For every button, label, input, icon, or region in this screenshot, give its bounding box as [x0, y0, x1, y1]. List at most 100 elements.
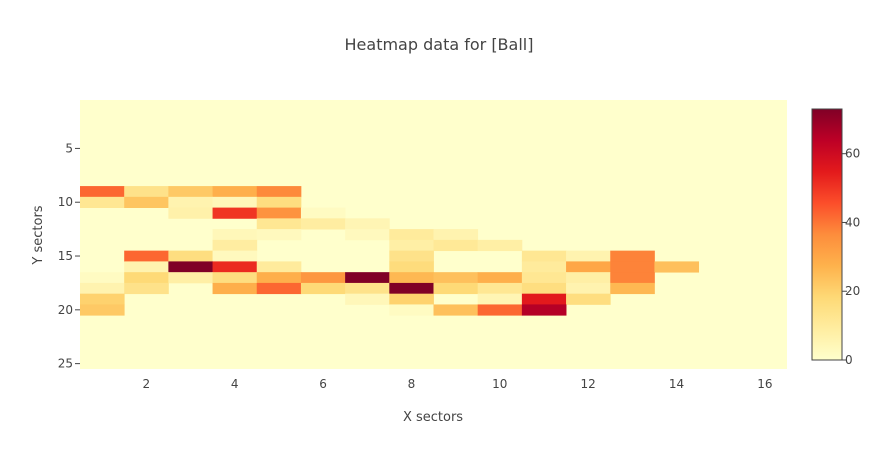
x-tick-label: 10	[492, 377, 507, 391]
heatmap-cell	[212, 272, 258, 284]
heatmap-cell	[256, 261, 302, 273]
heatmap-cell	[212, 239, 258, 252]
heatmap-cell	[256, 196, 302, 208]
heatmap-cell	[168, 207, 213, 219]
y-tick-label: 5	[65, 141, 73, 155]
colorbar-tick-label: 60	[845, 147, 860, 161]
colorbar-tick-label: 40	[845, 215, 860, 229]
colorbar-gradient	[811, 108, 843, 361]
heatmap-cell	[124, 250, 169, 262]
heatmap-cell	[389, 250, 434, 262]
heatmap-cell	[256, 186, 302, 198]
heatmap-cell	[256, 207, 302, 219]
heatmap-cell	[300, 218, 346, 230]
heatmap-cell	[212, 282, 258, 295]
heatmap-cell	[389, 293, 434, 305]
heatmap-cell	[521, 272, 567, 284]
heatmap-cell	[433, 304, 479, 316]
x-tick-label: 6	[319, 377, 327, 391]
heatmap-cell	[433, 229, 479, 241]
heatmap-cell	[389, 261, 434, 273]
heatmap-cell	[566, 293, 611, 305]
heatmap-cell	[80, 186, 125, 198]
colorbar-tick-label: 20	[845, 284, 860, 298]
heatmap-cell	[300, 282, 346, 295]
heatmap-cell	[212, 229, 258, 241]
plot-area	[80, 100, 787, 369]
heatmap-cell	[610, 272, 655, 284]
heatmap-cell	[610, 250, 655, 262]
y-tick-label: 15	[58, 249, 73, 263]
heatmap-cell	[521, 304, 567, 316]
heatmap-cell	[168, 196, 213, 208]
y-tick-label: 25	[58, 357, 73, 371]
heatmap-cell	[389, 272, 434, 284]
y-tick-label: 20	[58, 303, 73, 317]
heatmap-cell	[124, 261, 169, 273]
heatmap-cell	[168, 272, 213, 284]
heatmap-cell	[124, 282, 169, 295]
heatmap-cell	[256, 272, 302, 284]
heatmap-cell	[124, 186, 169, 198]
heatmap-cell	[521, 293, 567, 305]
heatmap-cell	[521, 250, 567, 262]
colorbar-tick-label: 0	[845, 353, 853, 367]
heatmap-cell	[477, 272, 523, 284]
heatmap-cell	[521, 282, 567, 295]
heatmap-cell	[433, 239, 479, 252]
heatmap-cell	[300, 207, 346, 219]
heatmap-cell	[212, 250, 258, 262]
x-tick-label: 14	[669, 377, 684, 391]
heatmap-cell	[212, 207, 258, 219]
heatmap-cell	[477, 304, 523, 316]
heatmap-cell	[345, 272, 390, 284]
chart-title: Heatmap data for [Ball]	[345, 35, 534, 54]
heatmap-cell	[345, 293, 390, 305]
x-axis-title: X sectors	[403, 410, 463, 425]
heatmap-cell	[256, 229, 302, 241]
heatmap-cell	[80, 293, 125, 305]
heatmap-cell	[212, 196, 258, 208]
y-axis-title: Y sectors	[31, 205, 46, 265]
heatmap-cell	[256, 282, 302, 295]
heatmap-cell	[345, 229, 390, 241]
heatmap-cell	[345, 218, 390, 230]
heatmap-cell	[389, 229, 434, 241]
heatmap-cell	[168, 186, 213, 198]
heatmap-cell	[168, 261, 213, 273]
heatmap-cell	[654, 261, 700, 273]
x-tick-label: 8	[408, 377, 416, 391]
heatmap-cell	[389, 304, 434, 316]
x-tick-label: 12	[581, 377, 596, 391]
x-axis-ticks: 2 4 6 8 10 12 14 16	[142, 377, 772, 391]
y-axis-ticks: 5 10 15 20 25	[58, 141, 80, 371]
heatmap-cell	[433, 272, 479, 284]
heatmap-cell	[80, 272, 125, 284]
heatmap-cell	[300, 272, 346, 284]
colorbar: 0 20 40 60	[811, 108, 860, 367]
heatmap-cell	[433, 282, 479, 295]
heatmap-cell	[610, 282, 655, 295]
heatmap-cell	[212, 261, 258, 273]
heatmap-cell	[521, 261, 567, 273]
heatmap-cell	[477, 282, 523, 295]
heatmap-cell	[124, 196, 169, 208]
x-tick-label: 4	[231, 377, 239, 391]
heatmap-cell	[477, 293, 523, 305]
x-tick-label: 2	[142, 377, 150, 391]
x-tick-label: 16	[757, 377, 772, 391]
heatmap-cell	[566, 250, 611, 262]
heatmap-cell	[610, 261, 655, 273]
heatmap-cell	[168, 250, 213, 262]
heatmap-cell	[124, 272, 169, 284]
heatmap-cell	[389, 239, 434, 252]
heatmap-cell	[389, 282, 434, 295]
heatmap-cell	[256, 218, 302, 230]
heatmap-cell	[566, 272, 611, 284]
heatmap-cell	[80, 304, 125, 316]
y-tick-label: 10	[58, 195, 73, 209]
heatmap-cell	[345, 282, 390, 295]
heatmap-cell	[477, 239, 523, 252]
